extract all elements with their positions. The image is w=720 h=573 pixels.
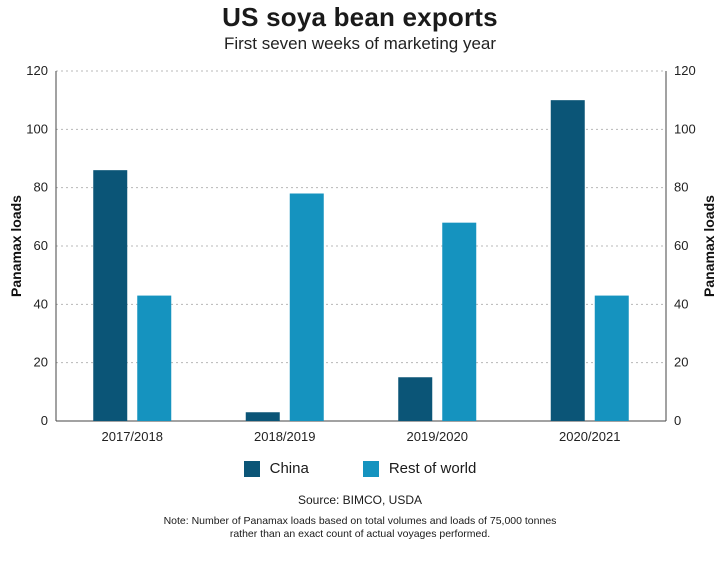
bar-china-2020-2021 — [550, 100, 585, 422]
bar-china-2019-2020 — [398, 377, 433, 421]
y-tick-label-left: 0 — [41, 413, 48, 428]
bar-rest-of-world-2017-2018 — [137, 295, 172, 421]
legend: China Rest of world — [0, 460, 720, 477]
y-tick-label-right: 60 — [674, 238, 688, 253]
bar-rest-of-world-2018-2019 — [289, 193, 324, 421]
bar-rest-of-world-2019-2020 — [442, 222, 477, 421]
y-tick-label-right: 40 — [674, 296, 688, 311]
chart-subtitle: First seven weeks of marketing year — [223, 34, 497, 53]
bar-rest-of-world-2020-2021 — [594, 295, 629, 421]
y-tick-label-left: 60 — [34, 238, 48, 253]
bar-china-2017-2018 — [93, 170, 128, 421]
y-tick-label-right: 0 — [674, 413, 681, 428]
legend-swatch-rest-of-world — [362, 460, 379, 477]
y-tick-label-left: 100 — [26, 121, 48, 136]
x-tick-label: 2017/2018 — [102, 429, 163, 444]
source-text: Source: BIMCO, USDA — [297, 493, 423, 507]
legend-item-china: China — [243, 460, 309, 477]
y-tick-label-right: 100 — [674, 121, 696, 136]
x-tick-label: 2019/2020 — [407, 429, 468, 444]
chart-title: US soya bean exports — [222, 2, 498, 32]
note-line-2: rather than an exact count of actual voy… — [229, 528, 491, 540]
x-tick-label: 2018/2019 — [254, 429, 315, 444]
legend-swatch-china — [243, 460, 260, 477]
bar-chart: 0 0 20 20 40 40 60 60 80 80 100 100 120 120 2017/2018 2… — [8, 63, 717, 444]
y-axis-label-left: Panamax loads — [8, 195, 24, 297]
legend-label-rest-of-world: Rest of world — [388, 460, 477, 477]
y-tick-label-right: 20 — [674, 355, 688, 370]
legend-label-china: China — [269, 460, 309, 477]
y-tick-label-right: 120 — [674, 63, 696, 78]
x-tick-label: 2020/2021 — [559, 429, 620, 444]
y-tick-label-left: 20 — [34, 355, 48, 370]
y-tick-label-right: 80 — [674, 180, 688, 195]
y-tick-label-left: 120 — [26, 63, 48, 78]
y-axis-label-right: Panamax loads — [701, 195, 717, 297]
note-line-1: Note: Number of Panamax loads based on t… — [163, 515, 557, 527]
y-tick-label-left: 80 — [34, 180, 48, 195]
note-text: Note: Number of Panamax loads based on t… — [0, 515, 720, 541]
y-tick-label-left: 40 — [34, 296, 48, 311]
bar-china-2018-2019 — [245, 412, 280, 421]
legend-item-rest-of-world: Rest of world — [362, 460, 477, 477]
